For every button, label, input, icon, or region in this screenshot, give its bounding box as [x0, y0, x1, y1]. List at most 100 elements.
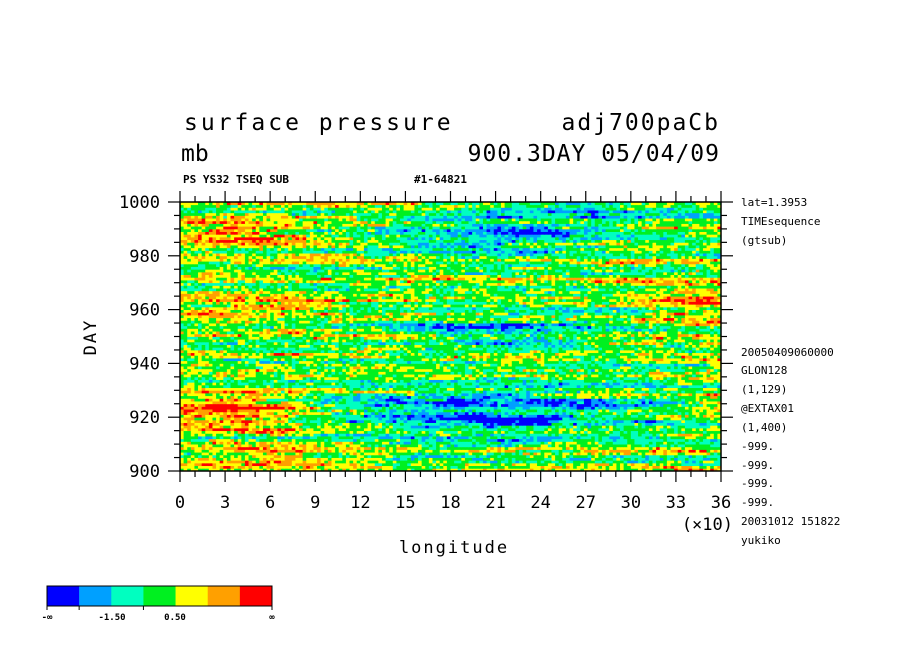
heatmap-cell	[198, 398, 203, 402]
heatmap-cell	[262, 425, 267, 429]
heatmap-cell	[638, 449, 643, 453]
heatmap-cell	[562, 403, 567, 407]
heatmap-cell	[461, 411, 466, 415]
heatmap-cell	[392, 409, 397, 413]
heatmap-cell	[324, 425, 329, 429]
heatmap-cell	[573, 446, 578, 450]
heatmap-cell	[569, 411, 574, 415]
heatmap-cell	[244, 403, 249, 407]
heatmap-cell	[666, 452, 671, 456]
heatmap-cell	[356, 454, 361, 458]
heatmap-cell	[688, 446, 693, 450]
heatmap-cell	[511, 406, 516, 410]
heatmap-cell	[706, 401, 711, 405]
heatmap-cell	[436, 454, 441, 458]
heatmap-cell	[284, 379, 289, 383]
heatmap-cell	[331, 427, 336, 432]
heatmap-cell	[320, 419, 325, 423]
heatmap-cell	[187, 452, 192, 456]
heatmap-cell	[648, 465, 653, 469]
heatmap-cell	[374, 457, 379, 461]
heatmap-cell	[486, 390, 491, 394]
heatmap-cell	[248, 457, 253, 461]
heatmap-cell	[616, 460, 621, 464]
heatmap-cell	[342, 390, 347, 394]
heatmap-cell	[371, 468, 376, 471]
heatmap-cell	[511, 398, 516, 402]
heatmap-cell	[216, 414, 221, 418]
heatmap-cell	[587, 411, 592, 415]
heatmap-cell	[331, 457, 336, 461]
heatmap-cell	[486, 382, 491, 386]
heatmap-cell	[392, 444, 397, 448]
heatmap-cell	[244, 384, 249, 389]
heatmap-cell	[594, 406, 599, 410]
heatmap-cell	[284, 417, 289, 421]
heatmap-cell	[335, 452, 340, 456]
heatmap-cell	[710, 462, 715, 467]
heatmap-cell	[446, 465, 451, 469]
heatmap-cell	[537, 401, 542, 405]
heatmap-cell	[648, 462, 653, 467]
heatmap-cell	[663, 382, 668, 386]
heatmap-cell	[500, 433, 505, 437]
heatmap-cell	[234, 438, 239, 442]
heatmap-cell	[526, 414, 531, 418]
heatmap-cell	[237, 460, 242, 464]
heatmap-cell	[230, 422, 235, 426]
heatmap-cell	[656, 433, 661, 437]
heatmap-cell	[385, 387, 390, 391]
heatmap-cell	[627, 468, 632, 471]
heatmap-cell	[670, 457, 675, 461]
heatmap-cell	[576, 441, 581, 445]
heatmap-cell	[403, 419, 408, 423]
heatmap-cell	[699, 422, 704, 426]
heatmap-cell	[461, 406, 466, 410]
heatmap-cell	[562, 395, 567, 399]
heatmap-cell	[317, 433, 322, 437]
heatmap-cell	[288, 452, 293, 456]
heatmap-cell	[266, 427, 271, 432]
heatmap-cell	[533, 446, 538, 450]
heatmap-cell	[454, 401, 459, 405]
heatmap-cell	[677, 449, 682, 453]
heatmap-cell	[529, 419, 534, 423]
heatmap-cell	[421, 462, 426, 467]
heatmap-cell	[612, 457, 617, 461]
heatmap-cell	[627, 382, 632, 386]
heatmap-cell	[273, 446, 278, 450]
heatmap-cell	[342, 411, 347, 415]
heatmap-cell	[500, 419, 505, 423]
heatmap-cell	[612, 452, 617, 456]
heatmap-cell	[241, 449, 246, 453]
heatmap-cell	[674, 403, 679, 407]
heatmap-cell	[212, 379, 217, 383]
heatmap-cell	[620, 403, 625, 407]
heatmap-cell	[674, 454, 679, 458]
heatmap-cell	[544, 382, 549, 386]
heatmap-cell	[612, 433, 617, 437]
heatmap-cell	[396, 401, 401, 405]
heatmap-cell	[645, 382, 650, 386]
heatmap-cell	[237, 427, 242, 432]
heatmap-cell	[234, 449, 239, 453]
heatmap-cell	[226, 446, 231, 450]
heatmap-cell	[638, 409, 643, 413]
heatmap-cell	[356, 444, 361, 448]
heatmap-cell	[616, 395, 621, 399]
heatmap-cell	[252, 427, 257, 432]
heatmap-cell	[663, 444, 668, 448]
heatmap-cell	[652, 395, 657, 399]
heatmap-cell	[674, 409, 679, 413]
heatmap-cell	[472, 452, 477, 456]
heatmap-cell	[666, 417, 671, 421]
heatmap-cell	[656, 387, 661, 391]
heatmap-cell	[688, 392, 693, 397]
heatmap-cell	[565, 462, 570, 467]
chart-run-info: 900.3DAY 05/04/09	[468, 141, 720, 167]
heatmap-cell	[659, 398, 664, 402]
heatmap-cell	[230, 438, 235, 442]
heatmap-cell	[389, 411, 394, 415]
heatmap-cell	[385, 422, 390, 426]
heatmap-cell	[482, 417, 487, 421]
